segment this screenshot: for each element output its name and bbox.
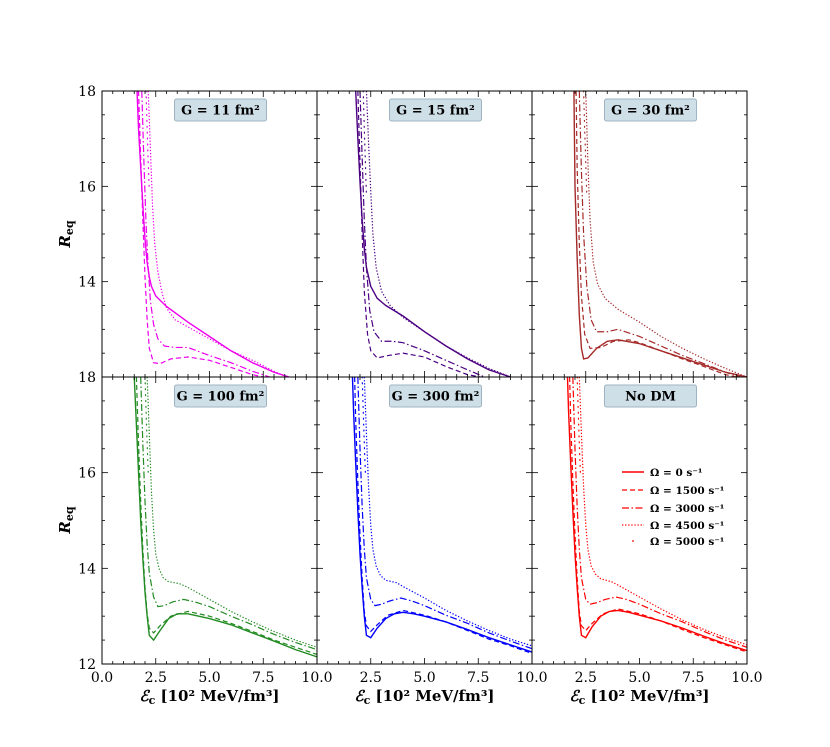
series-line-dotted [365, 91, 511, 377]
x-axis-label-3: ℰc [10² MeV/fm³] [569, 687, 709, 707]
x-tick-label: 2.5 [360, 670, 382, 686]
legend-label-3: Ω = 4500 s⁻¹ [650, 520, 724, 532]
panel-1: 14 16 18 G = 11 fm² [78, 84, 318, 378]
series-group [133, 377, 317, 658]
panel-label-box [389, 98, 482, 122]
panel-label: No DM [625, 390, 676, 405]
panel-6: 2.5 5.0 7.5 10.0 No DM [531, 376, 763, 686]
series-line-dashdot [572, 377, 747, 648]
y-tick-label: 14 [78, 275, 96, 291]
tick-marks [101, 376, 318, 665]
panel-5: 2.5 5.0 7.5 10.0 G = 300 fm² [316, 376, 548, 686]
series-line-dashdot [359, 91, 485, 377]
x-tick-label: 2.5 [575, 670, 597, 686]
tick-marks [531, 90, 748, 378]
series-line-dashdot [578, 91, 741, 377]
panel-frame [101, 90, 318, 378]
x-tick-label: 10.0 [516, 670, 547, 686]
y-tick-label: 16 [78, 179, 96, 195]
x-tick-label: 7.5 [682, 670, 704, 686]
y-tick-label: 18 [78, 84, 96, 100]
series-line-dashdot [357, 377, 532, 650]
series-line-sparse-dotted [144, 377, 149, 474]
panel-label: G = 30 fm² [611, 104, 690, 119]
x-tick-label: 0.0 [91, 670, 113, 686]
x-tick-label: 5.0 [628, 670, 650, 686]
y-axis-label-bottom: Req [56, 506, 76, 534]
x-tick-label: 5.0 [413, 670, 435, 686]
series-line-sparse-dotted [362, 91, 368, 197]
series-line-sparse-dotted [583, 91, 588, 197]
panel-2: G = 15 fm² [316, 90, 533, 378]
legend-marker-sparse [632, 540, 634, 542]
series-line-sparse-dotted [576, 377, 581, 474]
panel-label-box [604, 98, 697, 122]
panel-label-box [174, 384, 267, 408]
x-tick-label: 2.5 [145, 670, 167, 686]
legend-label-0: Ω = 0 s⁻¹ [650, 467, 702, 479]
series-line-sparse-dotted [145, 91, 150, 192]
series-line-dashdot [140, 377, 317, 651]
panel-frame [316, 90, 533, 378]
series-line-solid [566, 377, 747, 652]
series-line-dashed [135, 377, 317, 655]
legend: Ω = 0 s⁻¹ Ω = 1500 s⁻¹ Ω = 3000 s⁻¹ Ω = … [622, 467, 724, 548]
panel-label: G = 11 fm² [181, 104, 260, 119]
y-tick-label: 12 [78, 657, 96, 673]
tick-marks [101, 90, 318, 378]
x-axis-label-1: ℰc [10² MeV/fm³] [139, 687, 279, 707]
panel-4: 12 14 16 18 0.0 2.5 5.0 7.5 10.0 G = 100 fm² [78, 370, 332, 686]
legend-label-2: Ω = 3000 s⁻¹ [650, 503, 724, 515]
series-line-dotted [585, 91, 747, 377]
y-tick-label: 16 [78, 466, 96, 482]
series-line-dotted [578, 377, 747, 646]
x-tick-label: 10.0 [731, 670, 762, 686]
x-tick-label: 7.5 [252, 670, 274, 686]
series-group [566, 377, 747, 653]
series-line-solid [136, 91, 290, 377]
series-line-dotted [363, 377, 532, 647]
legend-label-1: Ω = 1500 s⁻¹ [650, 485, 724, 497]
x-tick-label: 10.0 [301, 670, 332, 686]
series-line-dotted [146, 377, 317, 648]
panel-label: G = 300 fm² [392, 390, 480, 405]
series-line-dashdot [141, 91, 270, 377]
panel-label: G = 15 fm² [396, 104, 475, 119]
panel-3: G = 30 fm² [531, 90, 748, 378]
panel-label-box [389, 384, 482, 408]
x-tick-label: 5.0 [198, 670, 220, 686]
panels-layer: 14 16 18 G = 11 fm² G = 15 fm² G = 30 fm² 12 14… [78, 84, 762, 686]
legend-label-4: Ω = 5000 s⁻¹ [650, 536, 724, 548]
series-line-dashed [354, 377, 532, 655]
panel-frame [316, 376, 533, 665]
panel-frame [101, 376, 318, 665]
tick-marks [531, 376, 748, 665]
series-group [355, 91, 511, 377]
series-group [351, 377, 532, 655]
series-group [136, 91, 290, 377]
panel-label-box [604, 384, 697, 408]
y-tick-label: 14 [78, 561, 96, 577]
series-line-solid [355, 91, 511, 377]
y-tick-label: 18 [78, 370, 96, 386]
series-line-dashed [137, 91, 264, 377]
series-line-solid [133, 377, 317, 658]
series-line-dashed [575, 91, 737, 377]
series-line-solid [351, 377, 532, 653]
tick-marks [316, 376, 533, 665]
series-line-dotted [147, 91, 288, 377]
panel-frame [531, 90, 748, 378]
y-axis-label-top: Req [56, 220, 76, 248]
series-line-dashed [569, 377, 747, 653]
x-axis-label-2: ℰc [10² MeV/fm³] [354, 687, 494, 707]
series-line-solid [573, 91, 747, 377]
panel-label-box [174, 98, 267, 122]
series-group [573, 91, 747, 377]
x-tick-label: 7.5 [467, 670, 489, 686]
series-line-sparse-dotted [361, 377, 366, 474]
tick-marks [316, 90, 533, 378]
panel-label: G = 100 fm² [177, 390, 265, 405]
